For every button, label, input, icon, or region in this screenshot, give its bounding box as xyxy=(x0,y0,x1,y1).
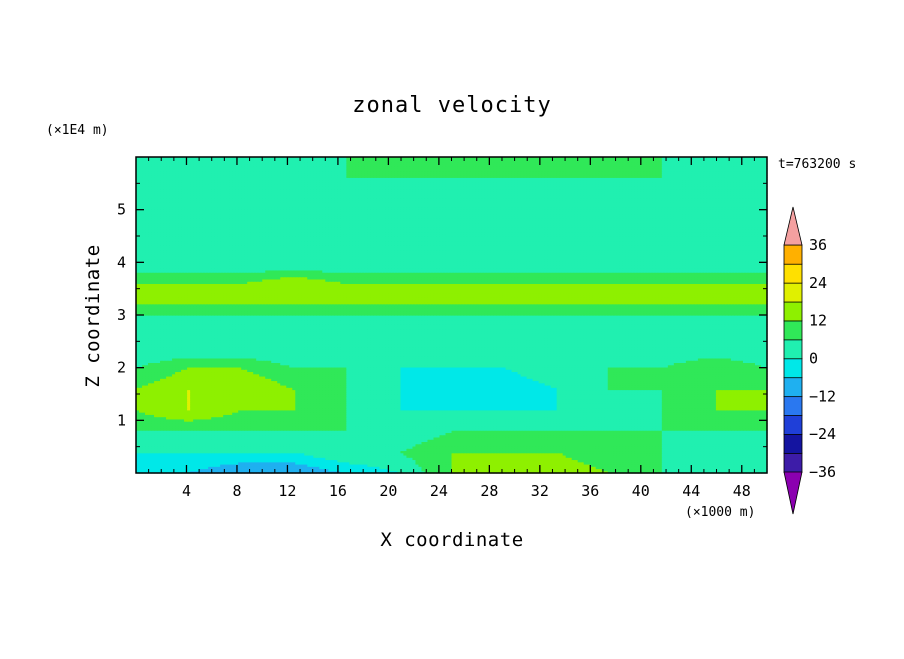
y-unit-label: (×1E4 m) xyxy=(46,123,109,138)
chart-title: zonal velocity xyxy=(352,93,551,118)
plot-area xyxy=(136,157,768,474)
time-label: t=763200 s xyxy=(778,157,856,172)
